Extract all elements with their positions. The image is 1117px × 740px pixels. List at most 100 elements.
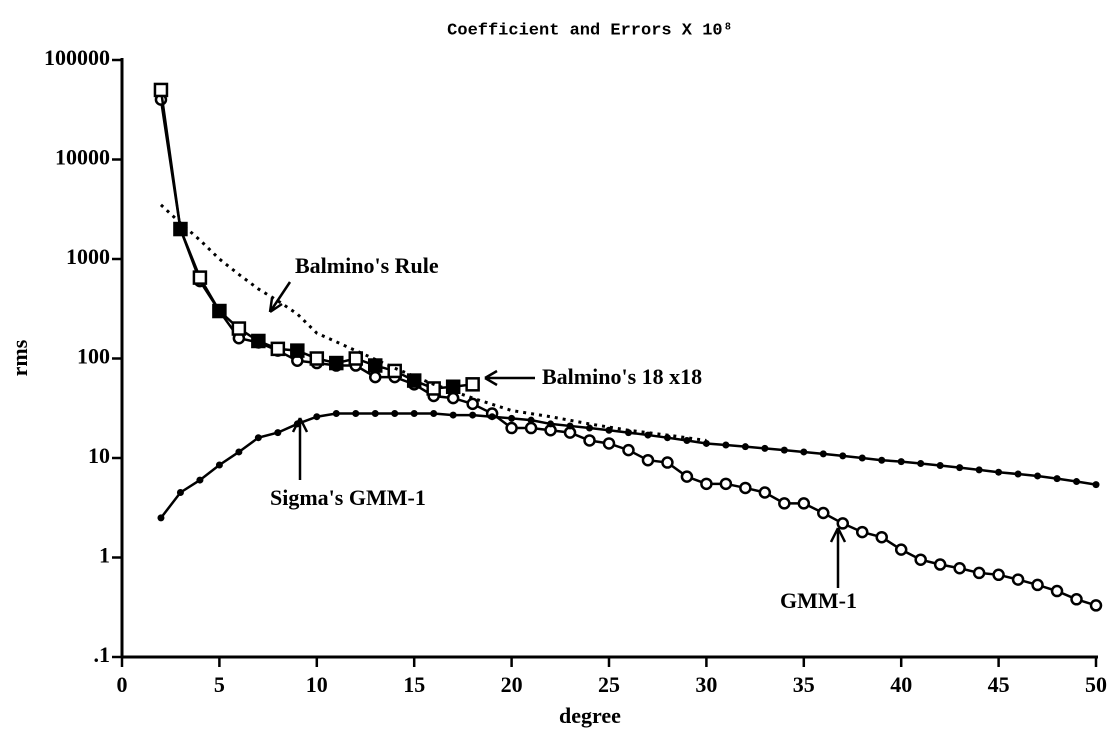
marker bbox=[819, 450, 827, 458]
annotation: GMM-1 bbox=[780, 588, 857, 613]
marker bbox=[933, 558, 947, 571]
marker bbox=[430, 410, 438, 418]
marker bbox=[1070, 593, 1083, 606]
marker bbox=[192, 270, 208, 285]
marker bbox=[176, 489, 184, 497]
marker bbox=[309, 351, 325, 366]
marker bbox=[586, 424, 594, 432]
marker bbox=[212, 303, 227, 319]
marker bbox=[524, 421, 538, 435]
marker bbox=[700, 477, 713, 491]
marker bbox=[839, 452, 847, 460]
marker bbox=[936, 462, 944, 470]
chart-title: Coefficient and Errors X 10⁸ bbox=[447, 21, 733, 40]
marker bbox=[157, 514, 165, 522]
marker bbox=[741, 443, 749, 451]
marker bbox=[445, 379, 461, 395]
y-tick-label: 10 bbox=[88, 443, 110, 468]
marker bbox=[332, 410, 340, 418]
x-tick-label: 25 bbox=[598, 672, 620, 697]
marker bbox=[1073, 478, 1081, 486]
y-tick-label: 10000 bbox=[55, 145, 110, 170]
y-tick-label: 100 bbox=[77, 344, 110, 369]
marker bbox=[215, 461, 223, 469]
arrow bbox=[268, 281, 292, 314]
marker bbox=[446, 391, 460, 405]
marker bbox=[722, 441, 730, 449]
marker bbox=[797, 497, 811, 510]
marker bbox=[391, 410, 399, 418]
marker bbox=[917, 460, 925, 468]
marker bbox=[153, 82, 169, 98]
marker bbox=[231, 321, 247, 336]
marker bbox=[352, 410, 360, 418]
marker bbox=[761, 444, 769, 452]
marker bbox=[293, 420, 301, 428]
marker bbox=[505, 421, 518, 435]
annotation: Balmino's 18 x18 bbox=[542, 364, 702, 389]
marker bbox=[914, 553, 927, 566]
marker bbox=[897, 458, 905, 466]
marker bbox=[894, 543, 908, 556]
marker bbox=[251, 333, 266, 349]
marker bbox=[1011, 573, 1025, 586]
marker bbox=[527, 416, 535, 424]
marker bbox=[348, 351, 364, 366]
annotation: Sigma's GMM-1 bbox=[270, 485, 426, 510]
marker bbox=[622, 443, 635, 457]
marker bbox=[367, 358, 383, 373]
y-tick-label: 1 bbox=[99, 543, 110, 568]
marker bbox=[368, 370, 382, 384]
marker bbox=[1014, 470, 1022, 478]
marker bbox=[641, 453, 655, 467]
marker bbox=[1050, 584, 1064, 598]
marker bbox=[1053, 475, 1061, 483]
marker bbox=[329, 355, 344, 371]
marker bbox=[758, 486, 772, 499]
arrow bbox=[484, 369, 535, 387]
marker bbox=[235, 448, 243, 456]
marker bbox=[992, 568, 1005, 582]
marker bbox=[547, 420, 555, 428]
marker bbox=[583, 434, 596, 447]
marker bbox=[449, 411, 457, 419]
marker bbox=[836, 517, 850, 530]
marker bbox=[702, 439, 710, 447]
x-tick-label: 10 bbox=[306, 672, 328, 697]
marker bbox=[466, 397, 479, 411]
marker bbox=[465, 377, 480, 392]
y-tick-label: 100000 bbox=[44, 45, 110, 70]
marker bbox=[290, 343, 305, 358]
marker bbox=[683, 436, 691, 444]
marker bbox=[719, 477, 733, 491]
annotation-arrows bbox=[268, 281, 847, 588]
marker bbox=[739, 481, 752, 495]
marker bbox=[875, 530, 888, 544]
x-axis-label: degree bbox=[559, 703, 621, 728]
marker bbox=[817, 506, 830, 520]
marker bbox=[254, 434, 262, 442]
marker bbox=[953, 561, 966, 575]
marker bbox=[855, 525, 869, 539]
marker bbox=[780, 446, 788, 454]
x-tick-label: 45 bbox=[988, 672, 1010, 697]
marker bbox=[661, 456, 674, 469]
marker bbox=[602, 437, 616, 450]
marker bbox=[972, 566, 986, 580]
marker bbox=[508, 414, 516, 422]
marker bbox=[778, 497, 791, 510]
y-tick-label: .1 bbox=[94, 642, 111, 667]
y-tick-label: 1000 bbox=[66, 244, 110, 269]
marker bbox=[274, 429, 282, 437]
arrow bbox=[291, 417, 309, 480]
marker bbox=[1089, 599, 1103, 612]
x-tick-label: 40 bbox=[890, 672, 912, 697]
marker bbox=[488, 413, 496, 421]
marker bbox=[1031, 578, 1044, 592]
x-tick-label: 30 bbox=[695, 672, 717, 697]
marker bbox=[196, 476, 204, 484]
marker bbox=[878, 456, 886, 464]
marker bbox=[995, 468, 1003, 476]
marker bbox=[956, 464, 964, 472]
